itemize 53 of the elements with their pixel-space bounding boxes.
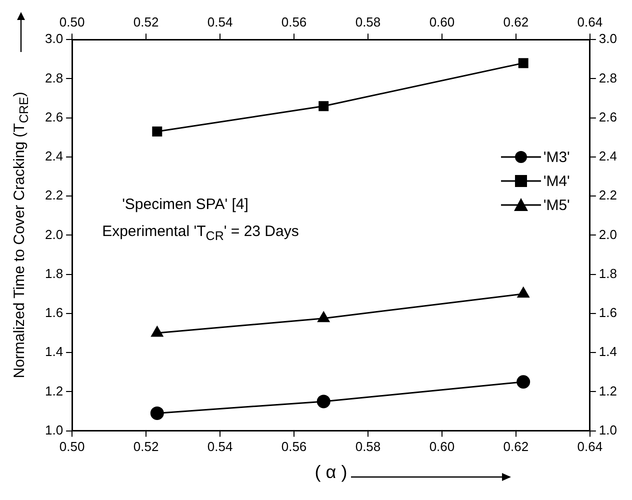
y2-tick-label: 2.4 bbox=[598, 148, 618, 164]
point bbox=[316, 394, 330, 408]
y2-tick-label: 1.2 bbox=[598, 383, 618, 398]
point bbox=[318, 312, 330, 322]
x2-tick-label: 0.56 bbox=[281, 14, 307, 30]
y-tick-label: 1.8 bbox=[44, 266, 64, 281]
x-tick-label: 0.64 bbox=[577, 439, 603, 454]
x2-tick-label: 0.64 bbox=[577, 14, 603, 30]
x-tick-label: 0.56 bbox=[281, 439, 307, 454]
annotation: 'Specimen SPA' [4] bbox=[122, 196, 248, 214]
x2-tick-label: 0.60 bbox=[429, 14, 455, 30]
y-tick-label: 2.6 bbox=[44, 109, 64, 124]
y-tick-label: 2.4 bbox=[44, 148, 64, 164]
y2-tick-label: 2.6 bbox=[598, 109, 618, 124]
x-tick-label: 0.52 bbox=[133, 439, 159, 454]
x-tick-label: 0.62 bbox=[503, 439, 529, 454]
y2-tick-label: 2.0 bbox=[598, 226, 618, 242]
point bbox=[150, 406, 164, 420]
y2-tick-label: 1.8 bbox=[598, 266, 618, 281]
y2-tick-label: 1.0 bbox=[598, 422, 618, 438]
legend-label: 'M3' bbox=[543, 148, 570, 166]
legend-label: 'M4' bbox=[543, 172, 570, 190]
y-tick-label: 1.2 bbox=[44, 383, 64, 398]
x2-tick-label: 0.54 bbox=[207, 14, 233, 30]
y-tick-label: 1.4 bbox=[44, 344, 64, 360]
x-axis-title: ( α ) bbox=[314, 462, 348, 482]
x-tick-label: 0.54 bbox=[207, 439, 233, 454]
y-tick-label: 1.6 bbox=[44, 305, 64, 320]
point bbox=[517, 287, 530, 298]
y2-tick-label: 2.2 bbox=[598, 188, 618, 203]
point bbox=[152, 126, 162, 137]
y-tick-label: 3.0 bbox=[44, 31, 64, 46]
point bbox=[516, 375, 530, 389]
x2-tick-label: 0.62 bbox=[503, 14, 529, 30]
x-tick-label: 0.60 bbox=[429, 439, 455, 454]
y2-tick-label: 2.8 bbox=[598, 70, 618, 86]
annotation: Experimental 'T$_{CR}$' = 23 Days bbox=[102, 223, 299, 244]
y-tick-label: 1.0 bbox=[44, 422, 64, 438]
point bbox=[318, 101, 329, 112]
x2-tick-label: 0.52 bbox=[133, 14, 159, 30]
legend-label: 'M5' bbox=[543, 196, 570, 214]
y-tick-label: 2.0 bbox=[44, 226, 64, 242]
y2-tick-label: 3.0 bbox=[598, 31, 618, 46]
y-tick-label: 2.8 bbox=[44, 70, 64, 86]
y2-tick-label: 1.6 bbox=[598, 305, 618, 320]
point bbox=[518, 58, 528, 68]
x2-tick-label: 0.58 bbox=[355, 14, 381, 30]
y2-tick-label: 1.4 bbox=[598, 344, 618, 360]
x-tick-label: 0.58 bbox=[355, 439, 381, 454]
y-tick-label: 2.2 bbox=[44, 188, 64, 203]
x2-tick-label: 0.50 bbox=[59, 14, 85, 30]
x-tick-label: 0.50 bbox=[59, 439, 85, 454]
point bbox=[151, 326, 164, 337]
